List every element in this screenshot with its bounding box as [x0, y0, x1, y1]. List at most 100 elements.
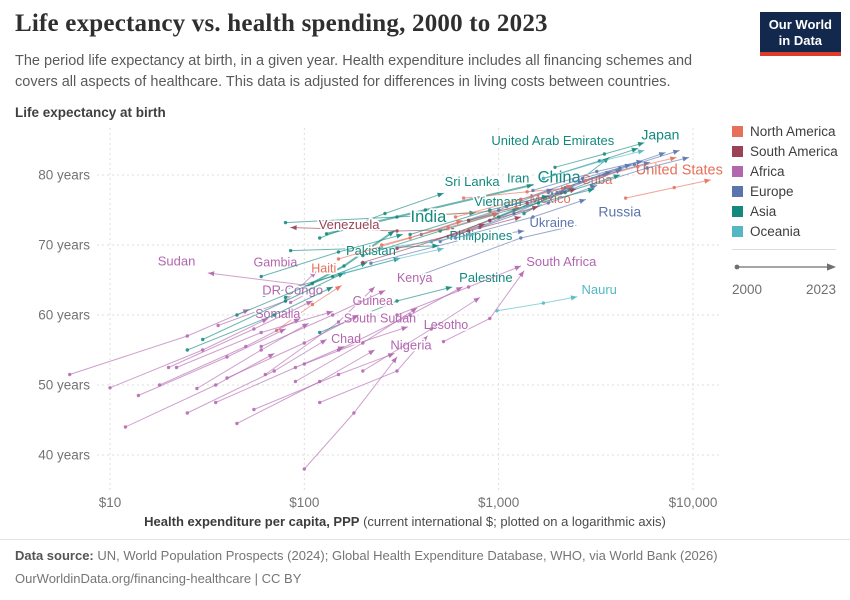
- data-point[interactable]: [352, 411, 356, 415]
- data-point[interactable]: [356, 341, 361, 345]
- data-point[interactable]: [645, 166, 649, 170]
- data-point[interactable]: [310, 302, 315, 307]
- country-label[interactable]: India: [409, 206, 449, 228]
- legend-item[interactable]: South America: [732, 144, 844, 159]
- plot-area[interactable]: $10 $100 $1,000 $10,000 40 years 50 years 60 y…: [0, 100, 850, 540]
- data-point[interactable]: [435, 213, 439, 217]
- data-point[interactable]: [408, 232, 412, 237]
- data-point[interactable]: [451, 227, 455, 232]
- country-label[interactable]: Gambia: [252, 254, 299, 272]
- data-point[interactable]: [583, 178, 588, 183]
- data-point[interactable]: [429, 239, 433, 244]
- data-point[interactable]: [272, 313, 276, 317]
- data-point[interactable]: [495, 309, 499, 313]
- legend-item[interactable]: Europe: [732, 184, 844, 199]
- data-point[interactable]: [272, 369, 276, 373]
- country-label[interactable]: Haiti: [310, 260, 339, 278]
- data-point[interactable]: [252, 407, 256, 412]
- data-point[interactable]: [136, 393, 141, 398]
- data-point[interactable]: [259, 274, 263, 279]
- trajectory-line[interactable]: [186, 339, 327, 414]
- data-point[interactable]: [123, 425, 128, 429]
- data-point[interactable]: [336, 372, 341, 377]
- data-point[interactable]: [336, 257, 341, 261]
- data-point[interactable]: [283, 299, 288, 303]
- country-label[interactable]: Sudan: [156, 252, 197, 270]
- data-point[interactable]: [395, 313, 399, 317]
- legend-item[interactable]: Asia: [732, 204, 844, 219]
- data-point[interactable]: [577, 180, 581, 184]
- country-label[interactable]: Kenya: [395, 269, 434, 287]
- data-point[interactable]: [259, 330, 263, 335]
- data-point[interactable]: [185, 411, 189, 415]
- data-point[interactable]: [361, 369, 365, 373]
- data-point[interactable]: [423, 208, 428, 212]
- country-label[interactable]: United States: [634, 161, 725, 181]
- legend-item[interactable]: Oceania: [732, 224, 844, 239]
- country-label[interactable]: Guinea: [351, 292, 395, 310]
- data-point[interactable]: [185, 348, 189, 352]
- data-point[interactable]: [395, 299, 399, 303]
- data-point[interactable]: [413, 275, 417, 279]
- data-point[interactable]: [395, 246, 399, 251]
- data-point[interactable]: [519, 236, 523, 240]
- data-point[interactable]: [302, 467, 306, 471]
- data-point[interactable]: [293, 379, 298, 384]
- data-point[interactable]: [318, 330, 322, 335]
- data-point[interactable]: [235, 421, 239, 426]
- data-point[interactable]: [214, 383, 218, 387]
- data-point[interactable]: [602, 152, 607, 156]
- data-point[interactable]: [336, 320, 341, 324]
- data-point[interactable]: [288, 248, 293, 253]
- data-point[interactable]: [361, 260, 365, 265]
- country-label[interactable]: Lesotho: [422, 316, 470, 334]
- data-point[interactable]: [108, 386, 112, 390]
- country-label[interactable]: Chad: [329, 330, 362, 348]
- data-point[interactable]: [201, 348, 205, 352]
- data-point[interactable]: [342, 264, 346, 268]
- data-point[interactable]: [408, 236, 412, 240]
- data-point[interactable]: [531, 188, 535, 193]
- data-point[interactable]: [318, 285, 322, 289]
- data-point[interactable]: [318, 379, 322, 384]
- country-label[interactable]: Russia: [597, 202, 644, 222]
- legend-item[interactable]: Africa: [732, 164, 844, 179]
- data-point[interactable]: [541, 301, 546, 305]
- data-point[interactable]: [235, 313, 239, 317]
- data-point[interactable]: [395, 215, 399, 219]
- data-point[interactable]: [488, 208, 492, 212]
- country-label[interactable]: Japan: [640, 125, 682, 145]
- data-point[interactable]: [525, 201, 529, 205]
- data-point[interactable]: [446, 225, 450, 230]
- data-point[interactable]: [185, 334, 189, 338]
- data-point[interactable]: [174, 365, 179, 370]
- country-label[interactable]: Nigeria: [389, 336, 434, 355]
- data-point[interactable]: [536, 201, 540, 205]
- data-point[interactable]: [395, 369, 399, 373]
- data-point[interactable]: [519, 197, 523, 202]
- data-point[interactable]: [441, 339, 446, 344]
- trajectory-line[interactable]: [168, 300, 313, 368]
- data-point[interactable]: [262, 293, 266, 298]
- license-line[interactable]: OurWorldinData.org/financing-healthcare …: [15, 571, 302, 586]
- data-point[interactable]: [361, 341, 365, 345]
- data-point[interactable]: [461, 196, 466, 200]
- trajectory-line[interactable]: [625, 179, 711, 199]
- owid-logo[interactable]: Our World in Data: [759, 12, 841, 57]
- data-point[interactable]: [546, 201, 550, 205]
- data-point[interactable]: [288, 300, 293, 305]
- data-point[interactable]: [488, 316, 492, 321]
- data-point[interactable]: [466, 229, 471, 233]
- country-label[interactable]: Sri Lanka: [443, 172, 502, 191]
- data-point[interactable]: [522, 211, 526, 216]
- country-label[interactable]: Philippines: [448, 226, 515, 245]
- country-label[interactable]: Nauru: [580, 280, 619, 299]
- data-point[interactable]: [331, 313, 335, 317]
- data-point[interactable]: [580, 176, 585, 181]
- data-point[interactable]: [531, 215, 535, 219]
- data-point[interactable]: [283, 220, 288, 225]
- trajectory-line[interactable]: [69, 308, 250, 375]
- data-point[interactable]: [293, 365, 298, 370]
- data-point[interactable]: [553, 165, 557, 169]
- data-point[interactable]: [488, 218, 492, 223]
